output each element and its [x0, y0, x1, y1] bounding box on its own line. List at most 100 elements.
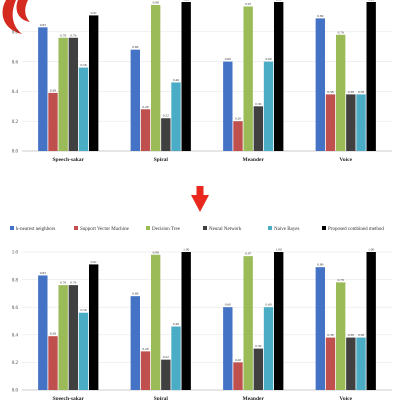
bar-value-label: 0.38	[327, 90, 333, 94]
bar-value-label: 0.68	[132, 45, 138, 49]
x-category-label: Spiral	[154, 157, 169, 163]
bar-value-label: 0.76	[60, 281, 66, 285]
bar	[263, 61, 274, 151]
chart-legend: k-nearest neighbors Support Vector Machin…	[10, 226, 384, 232]
bar	[38, 27, 48, 151]
bar	[38, 275, 48, 390]
bar-value-label: 0.56	[80, 63, 86, 67]
bar-value-label: 0.91	[91, 260, 97, 264]
bar-value-label: 0.60	[265, 303, 271, 307]
legend-label: Neural Network	[209, 227, 242, 232]
bar	[130, 49, 140, 151]
bar-value-label: 1.00	[276, 248, 282, 252]
bar-value-label: 0.83	[40, 23, 46, 27]
bar-value-label: 0.60	[225, 303, 231, 307]
bar-value-label: 0.68	[132, 292, 138, 296]
bar	[58, 285, 68, 390]
legend-swatch	[146, 226, 150, 230]
bar	[335, 34, 346, 151]
bar-value-label: 0.38	[348, 333, 354, 337]
bar	[78, 312, 89, 390]
top-x-categories: Speech-sakar Spiral Meander Voice	[53, 157, 353, 163]
bottom-bar-labels: 0.83 0.39 0.76 0.76 0.56 0.91 0.68 0.28 0.98 0.22…	[40, 248, 375, 362]
bar	[48, 92, 58, 151]
x-category-label: Speech-sakar	[53, 157, 85, 163]
bar-value-label: 0.28	[142, 105, 148, 109]
y-tick-label: 0.0	[12, 389, 19, 394]
bar	[366, 252, 376, 390]
down-arrow-icon	[191, 186, 209, 212]
bar-value-label: 0.46	[173, 78, 179, 82]
y-tick-label: 0.8	[12, 278, 19, 283]
legend-label: Support Vector Machine	[80, 227, 130, 232]
bar	[243, 6, 253, 151]
y-tick-label: 0.2	[12, 361, 19, 366]
bar-value-label: 1.00	[368, 248, 374, 252]
bar-value-label: 1.00	[183, 0, 189, 2]
y-tick-label: 1.0	[12, 251, 19, 256]
top-bar-labels: 0.83 0.39 0.76 0.76 0.56 0.91 0.68 0.28 0.98 0.22…	[40, 0, 375, 121]
bar-value-label: 0.83	[40, 271, 46, 275]
y-tick-label: 0.2	[12, 120, 19, 125]
bar-value-label: 0.46	[173, 322, 179, 326]
bar-value-label: 0.20	[235, 358, 241, 362]
bar-value-label: 0.38	[327, 333, 333, 337]
bar	[346, 94, 356, 151]
bar	[130, 296, 140, 390]
bar-value-label: 0.30	[255, 344, 261, 348]
x-category-label: Voice	[339, 157, 352, 163]
bar-value-label: 0.39	[50, 88, 56, 92]
bottom-x-categories: Speech-sakar Spiral Meander Voice	[53, 396, 353, 400]
bar	[140, 109, 151, 151]
bar	[233, 362, 243, 390]
legend-swatch	[268, 226, 272, 230]
bar-value-label: 0.39	[50, 332, 56, 336]
bar	[140, 351, 151, 390]
y-tick-label: 0.6	[12, 306, 19, 311]
bar	[171, 326, 181, 390]
bar-value-label: 0.56	[80, 308, 86, 312]
bar-value-label: 1.00	[276, 0, 282, 2]
bar-value-label: 1.00	[183, 248, 189, 252]
bar	[325, 337, 336, 390]
bar	[274, 2, 284, 151]
legend-label: Decision Tree	[152, 227, 181, 232]
x-category-label: Voice	[339, 396, 352, 400]
bar	[253, 348, 264, 390]
y-tick-label: 0.6	[12, 60, 19, 65]
bar	[253, 106, 264, 151]
bar-value-label: 0.98	[153, 250, 159, 254]
bar	[150, 254, 161, 390]
legend-swatch	[10, 226, 14, 230]
bar	[89, 264, 99, 390]
y-tick-label: 0.8	[12, 31, 19, 36]
bottom-y-ticks: 0.0 0.2 0.4 0.6 0.8 1.0	[12, 251, 19, 394]
bar-value-label: 0.78	[338, 30, 344, 34]
logo-icon	[2, 0, 30, 34]
legend-label: Naive Bayes	[274, 227, 299, 232]
bar-value-label: 0.22	[163, 114, 169, 118]
legend-swatch	[322, 226, 326, 230]
bar-value-label: 0.76	[70, 281, 76, 285]
top-bars	[38, 2, 376, 152]
bar-value-label: 0.20	[235, 117, 241, 121]
bar-value-label: 0.97	[245, 252, 251, 256]
bar-value-label: 0.76	[70, 33, 76, 37]
bar-value-label: 0.97	[245, 2, 251, 6]
bar-value-label: 0.98	[153, 0, 159, 4]
bar	[263, 307, 274, 390]
top-y-ticks: 0.0 0.2 0.4 0.6 0.8	[12, 31, 19, 155]
bar	[68, 285, 79, 390]
legend-label: k-nearest neighbors	[16, 227, 55, 232]
bar	[223, 61, 233, 151]
bar-value-label: 0.38	[358, 90, 364, 94]
bar-value-label: 0.38	[348, 90, 354, 94]
bar-value-label: 0.76	[60, 33, 66, 37]
chart-bottom: k-nearest neighbors Support Vector Machin…	[10, 226, 392, 400]
bar	[325, 94, 336, 151]
bar-value-label: 0.78	[338, 278, 344, 282]
bar-value-label: 0.60	[225, 57, 231, 61]
y-tick-label: 0.4	[12, 334, 19, 339]
bottom-bars	[38, 252, 376, 390]
